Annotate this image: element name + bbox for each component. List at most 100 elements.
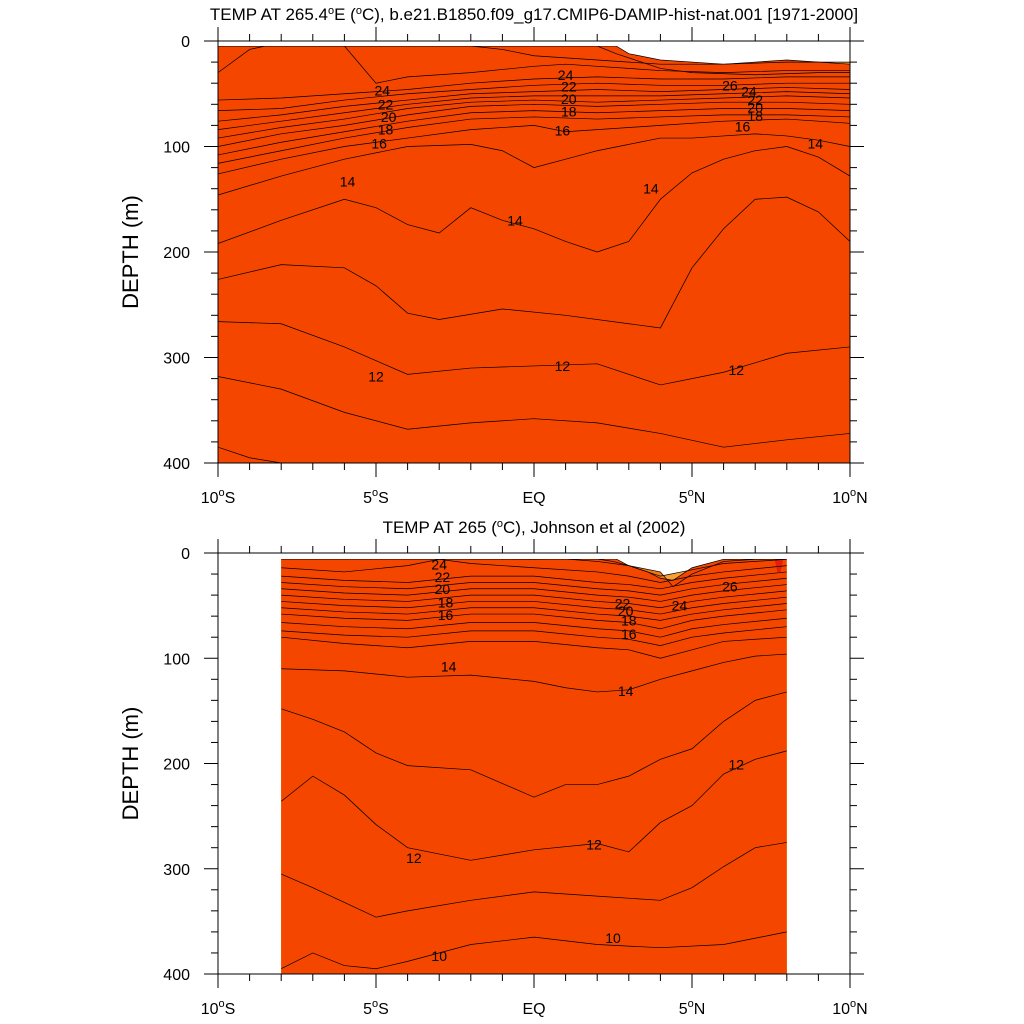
- y-tick-label: 0: [181, 546, 190, 563]
- x-tick-number: 5: [363, 490, 372, 507]
- isotherm-line: [281, 559, 787, 583]
- contour-label: 16: [371, 135, 387, 151]
- contour-label: 18: [438, 594, 454, 610]
- x-tick-label: 5oN: [679, 487, 706, 507]
- isotherm-line: [281, 626, 787, 646]
- contour-label: 22: [615, 596, 631, 612]
- y-tick-label: 100: [163, 140, 190, 157]
- y-tick-label: 200: [163, 757, 190, 774]
- title-text: TEMP AT 265 (: [383, 518, 498, 537]
- contour-label: 18: [378, 122, 394, 138]
- isotherm-line: [218, 76, 850, 101]
- contour-label: 14: [441, 659, 457, 675]
- isotherm-line: [218, 133, 850, 196]
- observation-temperature-panel: 2422201816142220181624261412121210100100…: [118, 518, 868, 1018]
- isotherm-line: [218, 46, 850, 65]
- isotherm-line: [281, 636, 787, 659]
- degree-mark: o: [372, 998, 378, 1010]
- isotherm-line: [281, 842, 787, 918]
- isotherm-line: [281, 931, 787, 970]
- y-tick-label: 400: [163, 967, 190, 984]
- contour-label: 20: [381, 109, 397, 125]
- isotherm-line: [281, 603, 787, 621]
- contour-label: 26: [722, 77, 738, 93]
- contour-label: 16: [621, 626, 637, 642]
- contour-label: 12: [406, 850, 422, 866]
- x-tick-hemisphere: N: [694, 1001, 706, 1018]
- isotherm-line: [281, 691, 787, 798]
- contour-label: 10: [431, 948, 447, 964]
- x-tick-label: 5oN: [679, 998, 706, 1018]
- degree-mark: o: [688, 998, 694, 1010]
- degree-mark: o: [328, 5, 334, 17]
- x-tick-number: 10: [832, 490, 850, 507]
- x-tick-number: 5: [679, 490, 688, 507]
- degree-mark: o: [850, 487, 856, 499]
- isotherm-line: [218, 46, 850, 76]
- y-tick-label: 0: [181, 34, 190, 51]
- contour-label: 18: [747, 108, 763, 124]
- degree-mark: o: [850, 998, 856, 1010]
- contour-label: 20: [618, 603, 634, 619]
- contour-label: 26: [722, 579, 738, 595]
- isotherm-line: [218, 376, 850, 448]
- contour-label: 22: [435, 569, 451, 585]
- contour-fills: [218, 46, 850, 463]
- isotherm-line: [281, 609, 787, 630]
- contour-label: 18: [621, 612, 637, 628]
- degree-mark: o: [219, 998, 225, 1010]
- isotherm-line: [218, 46, 850, 65]
- isotherm-line: [281, 571, 787, 590]
- contour-label: 12: [368, 368, 384, 384]
- isotherm-line: [218, 101, 850, 147]
- contour-label: 12: [555, 358, 571, 374]
- x-tick-hemisphere: S: [225, 1001, 236, 1018]
- contour-label: 24: [558, 67, 574, 83]
- x-tick-number: 10: [201, 490, 219, 507]
- x-tick-label: 10oS: [201, 998, 236, 1018]
- isotherm-line: [218, 321, 850, 386]
- contour-lines: [218, 46, 850, 463]
- isotherm-line: [281, 653, 787, 693]
- contour-label: 22: [747, 92, 763, 108]
- x-tick-number: 10: [832, 1001, 850, 1018]
- x-tick-number: 5: [679, 1001, 688, 1018]
- contour-label: 14: [807, 135, 823, 151]
- contour-label: 22: [561, 78, 577, 94]
- x-tick-number: 5: [363, 1001, 372, 1018]
- x-tick-number: EQ: [522, 490, 545, 507]
- isotherm-line: [281, 559, 787, 581]
- title-text: E (: [334, 5, 356, 24]
- contour-fills: [281, 559, 787, 974]
- isotherm-line: [281, 590, 787, 609]
- isotherm-line: [281, 577, 787, 596]
- isotherm-line: [218, 446, 850, 463]
- contour-label: 12: [728, 757, 744, 773]
- isotherm-line: [218, 46, 850, 84]
- title-text: C), b.e21.B1850.f09_g17.CMIP6-DAMIP-hist…: [362, 5, 858, 24]
- isotherm-line: [218, 114, 850, 164]
- contour-label: 10: [605, 930, 621, 946]
- band-t-27-28: [218, 46, 850, 463]
- contour-label: 14: [507, 212, 523, 228]
- title-text: C), Johnson et al (2002): [503, 518, 685, 537]
- isotherm-line: [218, 196, 850, 329]
- isotherm-line: [281, 750, 787, 861]
- title-text: TEMP AT 265.4: [210, 5, 328, 24]
- isotherm-line: [281, 596, 787, 615]
- y-tick-label: 200: [163, 245, 190, 262]
- x-tick-label: EQ: [522, 1001, 545, 1018]
- contour-label: 20: [747, 99, 763, 115]
- isotherm-line: [281, 617, 787, 638]
- contour-label: 20: [435, 581, 451, 597]
- x-tick-label: 10oN: [832, 487, 867, 507]
- x-tick-label: 5oS: [363, 487, 389, 507]
- degree-mark: o: [497, 518, 503, 530]
- contour-label: 24: [431, 557, 447, 573]
- degree-mark: o: [219, 487, 225, 499]
- isotherm-line: [218, 118, 850, 175]
- isotherm-line: [281, 584, 787, 602]
- x-tick-label: 5oS: [363, 998, 389, 1018]
- contour-label: 22: [378, 96, 394, 112]
- isotherm-line: [218, 91, 850, 130]
